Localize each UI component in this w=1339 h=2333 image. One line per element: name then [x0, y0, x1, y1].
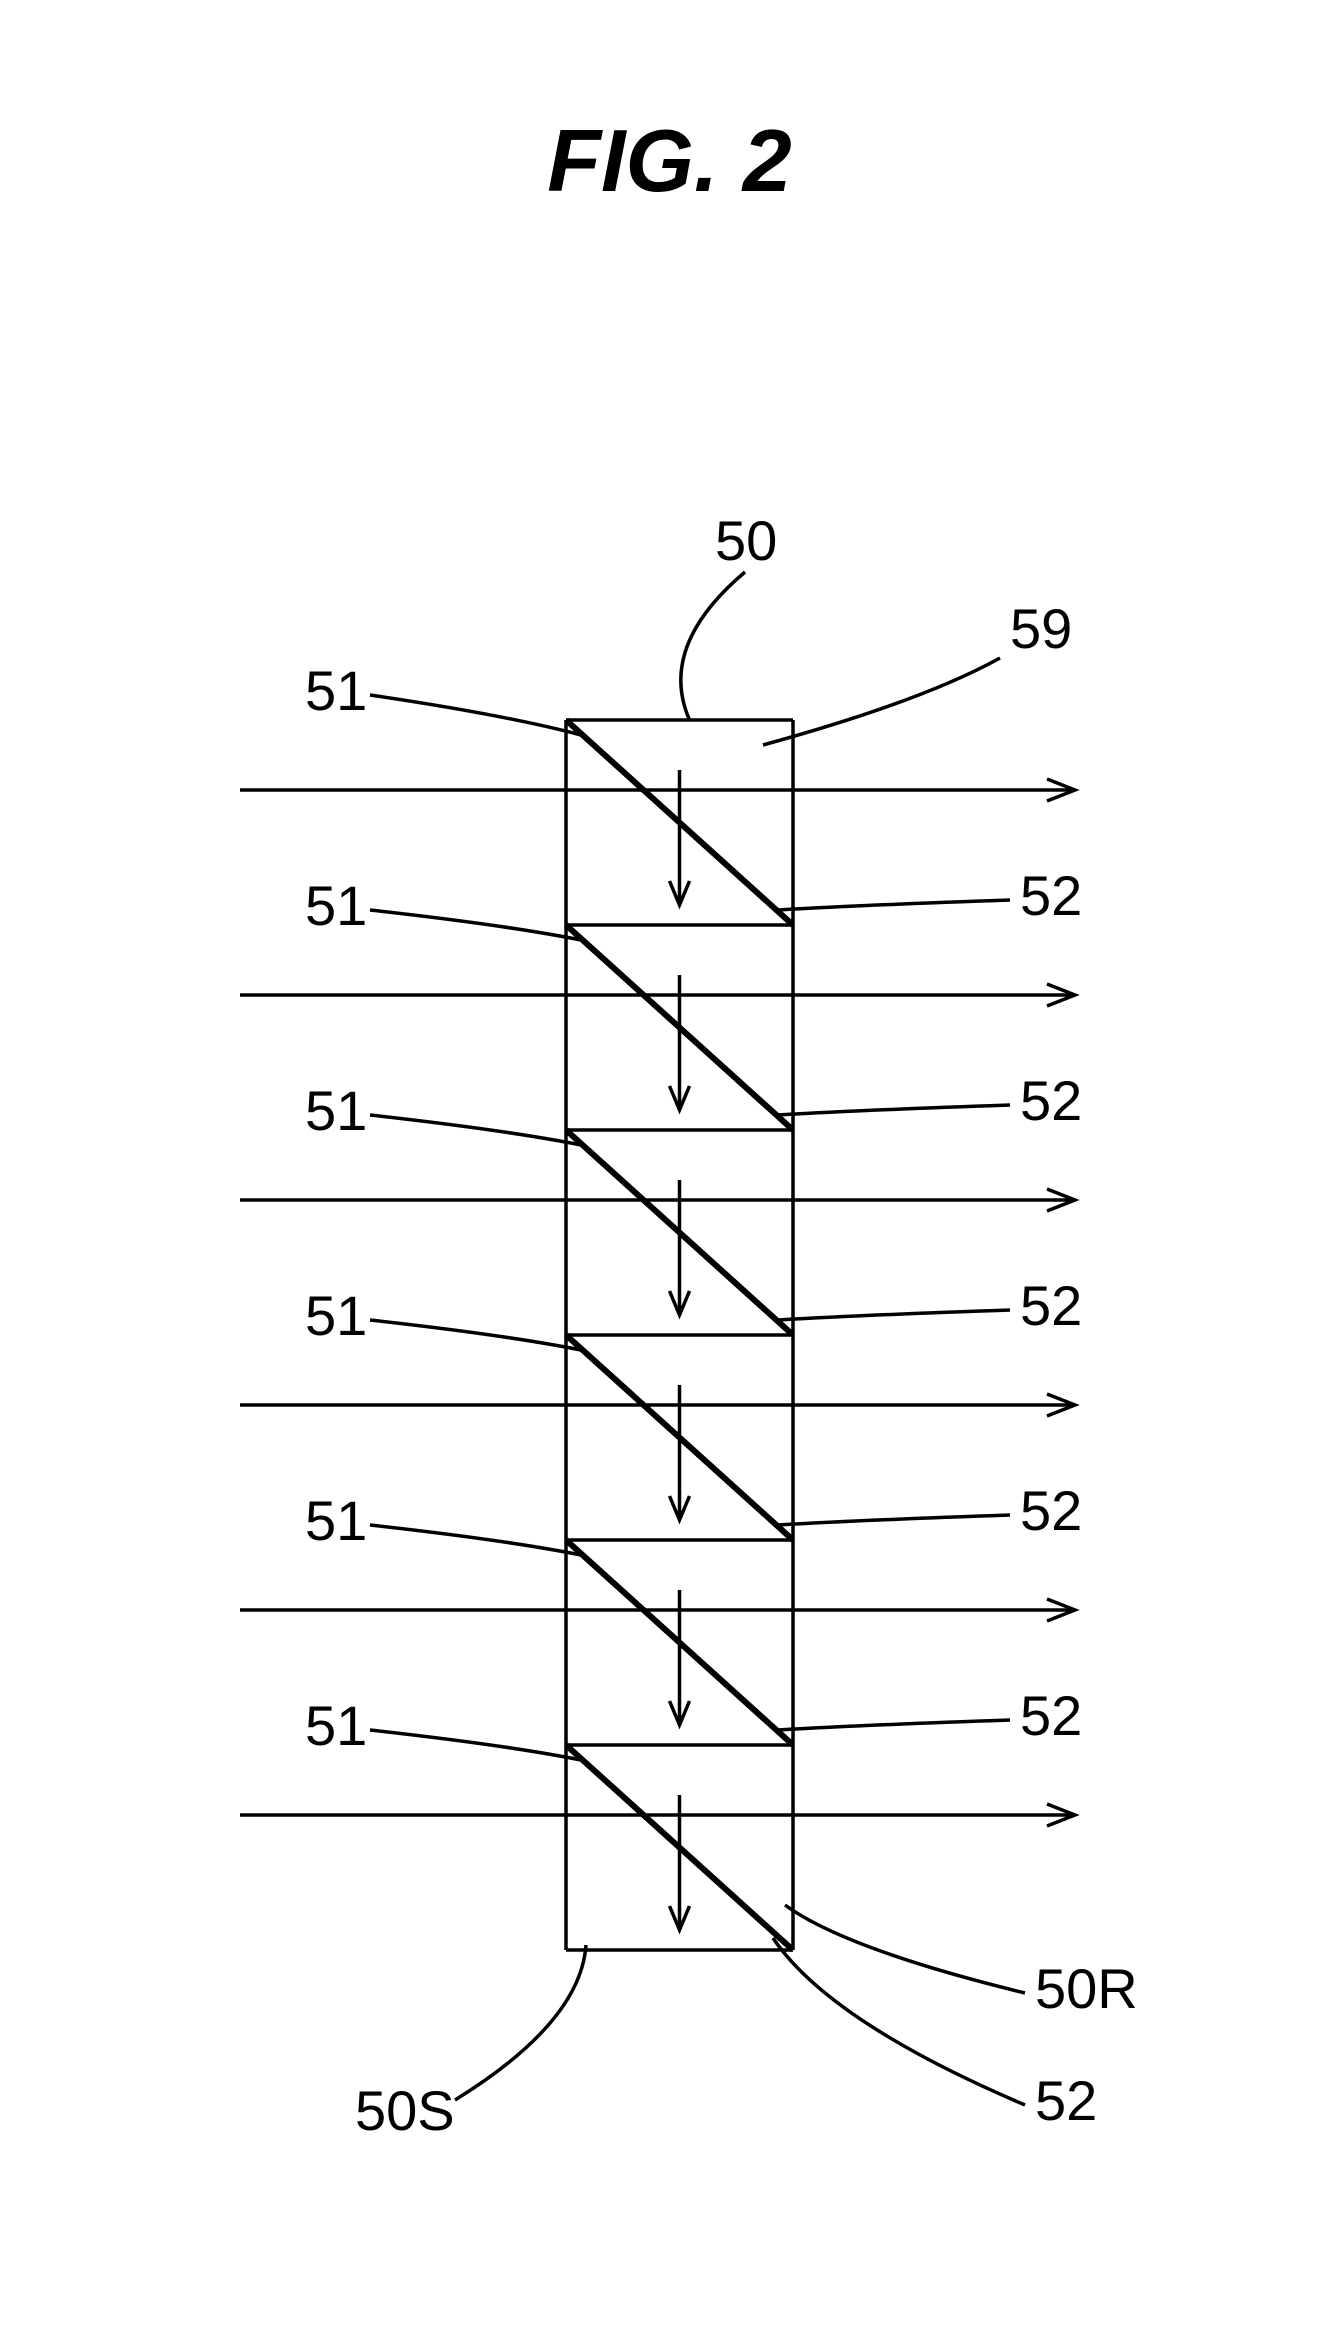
- label-51-3: 51: [305, 1284, 367, 1347]
- label-52-3: 52: [1020, 1479, 1082, 1542]
- label-51-5: 51: [305, 1694, 367, 1757]
- label-52-5: 52: [1035, 2069, 1097, 2132]
- label-51-0: 51: [305, 659, 367, 722]
- diagram-svg: 50 59 51 51 51 51 51 51 52 52 52 52 52 50R 52 50S: [0, 0, 1339, 2333]
- label-52-0: 52: [1020, 864, 1082, 927]
- leader-51-3: [370, 1320, 581, 1350]
- label-52-4: 52: [1020, 1684, 1082, 1747]
- label-59: 59: [1010, 597, 1072, 660]
- leader-51-4: [370, 1525, 581, 1555]
- label-50: 50: [715, 509, 777, 572]
- label-51-1: 51: [305, 874, 367, 937]
- leader-52-3: [778, 1515, 1010, 1525]
- label-52-1: 52: [1020, 1069, 1082, 1132]
- leader-52-0: [778, 900, 1010, 910]
- label-50R: 50R: [1035, 1957, 1138, 2020]
- leader-59: [763, 658, 1000, 745]
- leader-51-0: [370, 695, 581, 735]
- label-50S: 50S: [355, 2079, 455, 2142]
- leader-52-5: [773, 1938, 1025, 2105]
- leader-52-2: [778, 1310, 1010, 1320]
- page: FIG. 2 5059515151515151525252525250R5250…: [0, 0, 1339, 2333]
- leader-52-4: [778, 1720, 1010, 1730]
- leader-51-2: [370, 1115, 581, 1145]
- leader-51-1: [370, 910, 581, 940]
- label-51-2: 51: [305, 1079, 367, 1142]
- leader-50R: [785, 1905, 1025, 1993]
- leader-50S: [455, 1945, 586, 2100]
- label-51-4: 51: [305, 1489, 367, 1552]
- leader-50: [681, 572, 745, 720]
- leader-51-5: [370, 1730, 581, 1760]
- label-52-2: 52: [1020, 1274, 1082, 1337]
- leader-52-1: [778, 1105, 1010, 1115]
